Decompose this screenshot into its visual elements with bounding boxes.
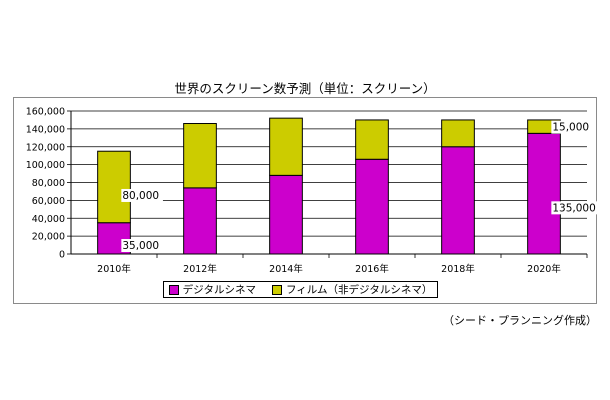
chart-title: 世界のスクリーン数予測（単位：スクリーン） (174, 81, 436, 96)
y-tick-label: 80,000 (32, 178, 65, 189)
bar-digital (183, 187, 217, 255)
y-tick-label: 40,000 (32, 214, 65, 225)
bar-digital (269, 174, 303, 255)
x-tick-label: 2014年 (269, 263, 303, 275)
x-tick-label: 2020年 (527, 263, 561, 275)
x-tick-label: 2018年 (441, 263, 475, 275)
x-tick-label: 2010年 (97, 263, 131, 275)
stacked-bar-chart: 0 20,000 40,000 60,000 80,000 100,000 120,000 1… (26, 107, 598, 275)
y-tick-label: 20,000 (32, 232, 65, 243)
data-label-bg (551, 201, 598, 215)
legend-label-film: フィルム（非デジタルシネマ） (285, 284, 433, 296)
data-label: 80,000 (122, 190, 159, 202)
x-tick-label: 2012年 (183, 263, 217, 275)
legend-swatch-film (271, 284, 282, 295)
y-tick-label: 160,000 (26, 107, 65, 118)
data-label: 135,000 (552, 202, 595, 214)
bar-digital (527, 132, 561, 255)
bar-film (355, 119, 389, 160)
data-label-bg (121, 239, 163, 252)
data-label: 35,000 (122, 240, 159, 252)
data-label-bg (551, 120, 593, 134)
legend-swatch-digital (168, 284, 179, 295)
y-tick-label: 120,000 (26, 142, 65, 153)
y-tick-label: 60,000 (32, 196, 65, 207)
data-label-bg (121, 188, 163, 202)
legend-entry-digital: デジタルシネマ (168, 282, 256, 297)
bar-film (97, 150, 131, 224)
bar-film (441, 119, 475, 148)
y-tick-label: 140,000 (26, 124, 65, 135)
x-tick-label: 2016年 (355, 263, 389, 275)
data-label: 15,000 (552, 122, 589, 134)
bar-digital (441, 146, 475, 255)
legend-entry-film: フィルム（非デジタルシネマ） (271, 282, 433, 297)
source-credit: （シード・プランニング作成） (443, 314, 597, 327)
legend: デジタルシネマ フィルム（非デジタルシネマ） (163, 281, 438, 298)
bar-digital (355, 158, 389, 255)
bar-film (183, 123, 217, 189)
legend-label-digital: デジタルシネマ (182, 284, 256, 296)
bar-film (269, 117, 303, 176)
y-tick-label: 0 (59, 250, 65, 261)
y-tick-label: 100,000 (26, 160, 65, 171)
chart-frame: 0 20,000 40,000 60,000 80,000 100,000 120,000 1… (13, 97, 598, 304)
